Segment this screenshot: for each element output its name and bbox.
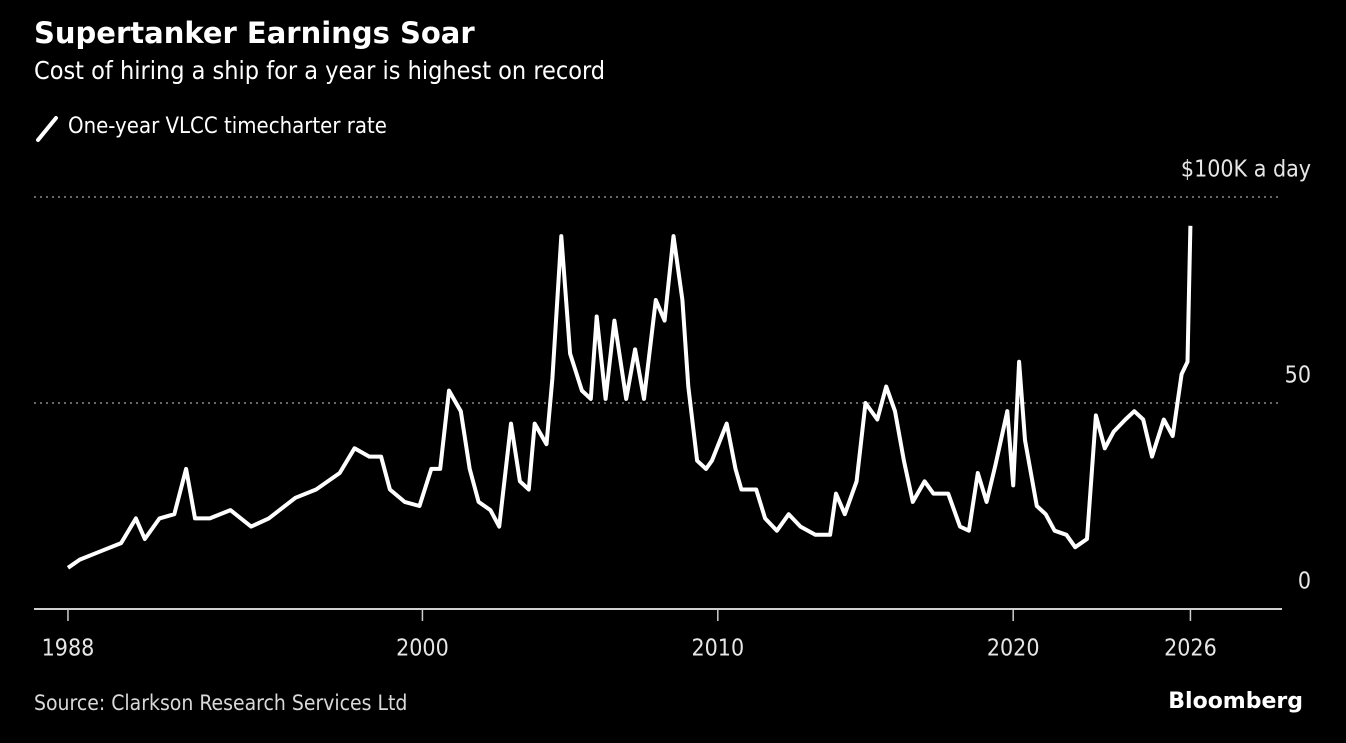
x-tick-label: 2010 [691,636,744,662]
source: Source: Clarkson Research Services Ltd [34,691,407,715]
x-tick-label: 2000 [396,636,449,662]
x-tick-label: 2026 [1164,636,1217,662]
chart-subtitle: Cost of hiring a ship for a year is high… [34,56,605,85]
y-tick-label: 0 [1298,569,1311,595]
legend-label: One-year VLCC timecharter rate [68,114,387,139]
x-tick-label: 1988 [42,636,95,662]
y-tick-label: 50 [1285,363,1311,389]
legend-swatch [36,116,58,142]
x-tick-label: 2020 [987,636,1040,662]
line [66,225,1193,570]
chart-title: Supertanker Earnings Soar [34,16,475,50]
brand: Bloomberg [1168,689,1303,714]
y-tick-label: $100K a day [1181,157,1311,183]
